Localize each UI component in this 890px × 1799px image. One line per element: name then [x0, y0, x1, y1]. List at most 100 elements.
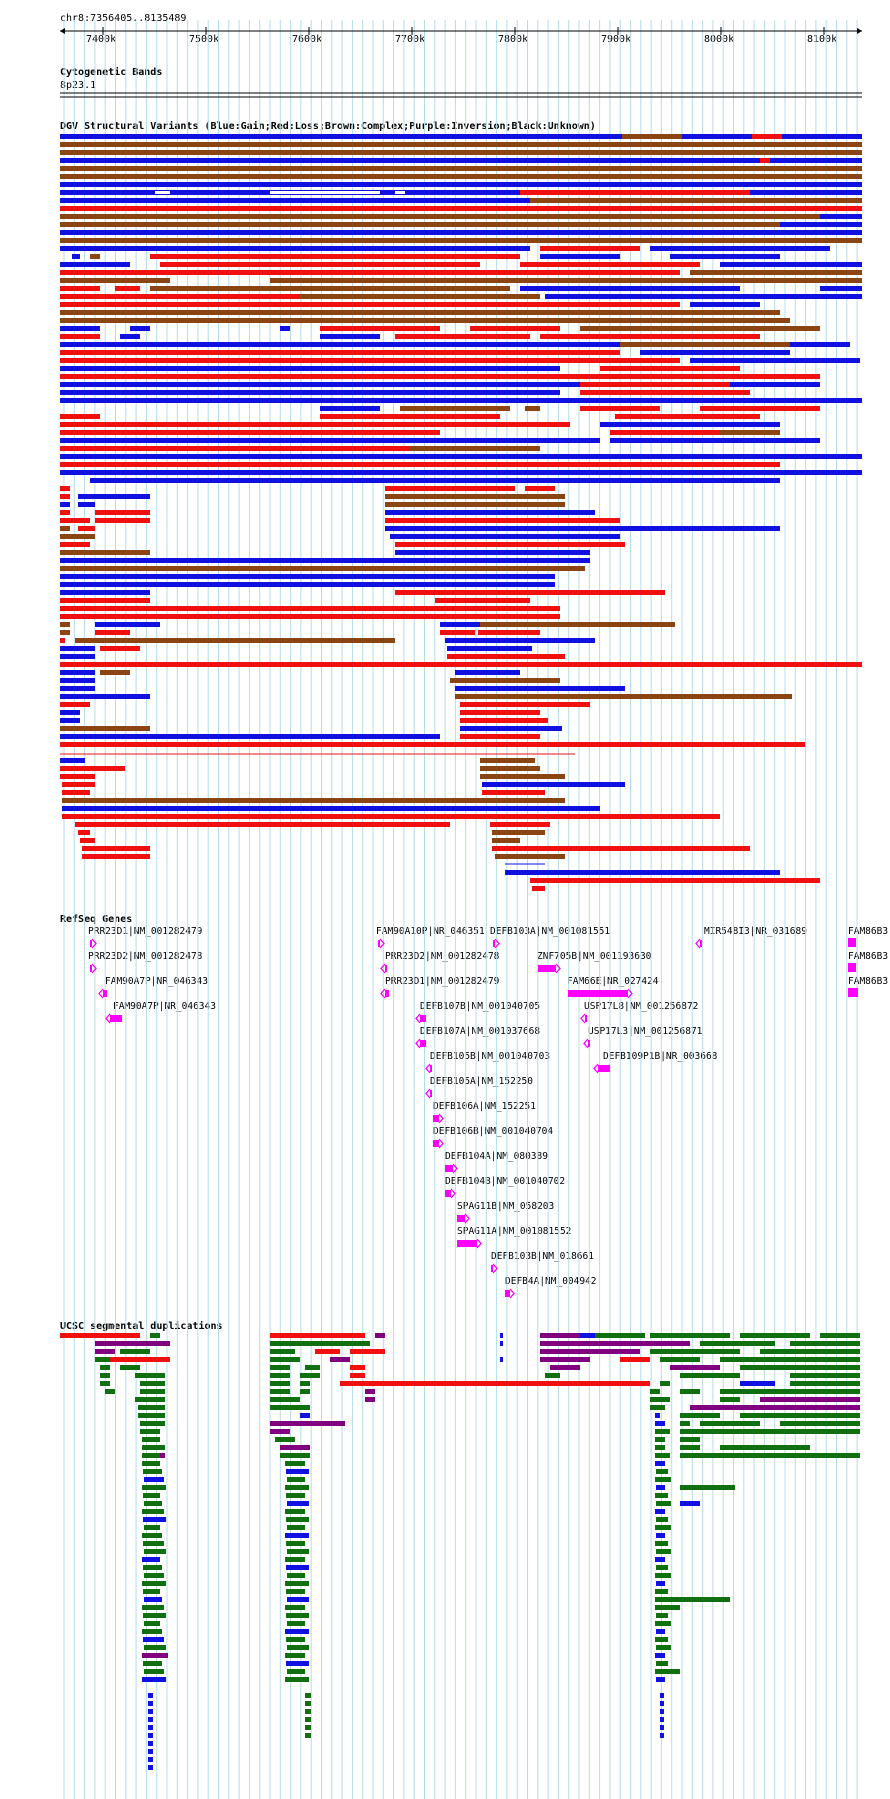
variant-bar	[60, 502, 70, 507]
gene-label[interactable]: DEFB104B|NM_001040702	[445, 1176, 566, 1187]
gene-label[interactable]: DEFB105A|NM_152250	[430, 1076, 533, 1087]
segdup-bar	[740, 1381, 775, 1386]
refseq-track-title[interactable]: RefSeq Genes	[60, 914, 133, 925]
segdup-bar	[287, 1573, 305, 1578]
variant-gap	[395, 191, 405, 194]
segdup-bar	[660, 1709, 664, 1714]
variant-bar	[432, 614, 530, 619]
segdup-bar	[656, 1565, 668, 1570]
segdup-bar	[350, 1365, 365, 1370]
segdup-bar	[655, 1421, 665, 1426]
segdup-bar	[680, 1501, 700, 1506]
variant-bar	[60, 710, 80, 715]
segdup-bar	[280, 1445, 310, 1450]
gene-label[interactable]: SPAG11A|NM_001081552	[457, 1226, 572, 1237]
gene-label[interactable]: PRR23D2|NM_001282478	[385, 951, 500, 962]
gene-glyph	[598, 1065, 610, 1072]
segdup-bar	[287, 1669, 305, 1674]
segdup-bar	[680, 1437, 700, 1442]
variant-bar	[650, 246, 830, 251]
gene-label[interactable]: DEFB107B|NM_001040705	[420, 1001, 541, 1012]
segdup-bar	[286, 1541, 305, 1546]
variant-bar	[60, 262, 130, 267]
gene-glyph	[430, 1090, 432, 1097]
segdup-bar	[720, 1397, 740, 1402]
gene-label[interactable]: DEFB105B|NM_001040703	[430, 1051, 551, 1062]
variant-bar	[320, 414, 500, 419]
variant-bar	[60, 278, 170, 283]
variant-bar	[60, 342, 850, 347]
gene-label[interactable]: DEFB103B|NM_018661	[491, 1251, 594, 1262]
segdup-bar	[580, 1333, 595, 1338]
segdup-bar	[655, 1637, 668, 1642]
segdup-bar	[285, 1557, 305, 1562]
segdup-bar	[287, 1597, 309, 1602]
segdup-bar	[780, 1421, 860, 1426]
gene-label[interactable]: PRR23D1|NM_001282479	[385, 976, 500, 987]
segdup-track-title[interactable]: UCSC segmental duplications	[60, 1321, 223, 1332]
variant-bar	[610, 430, 720, 435]
gene-glyph	[848, 988, 858, 997]
gene-label[interactable]: FAM90A10P|NR_046351	[376, 926, 485, 937]
gene-strand-arrow	[464, 1213, 470, 1224]
variant-bar	[60, 726, 150, 731]
segdup-bar	[95, 1341, 170, 1346]
gene-label[interactable]: USP17L3|NM_001256871	[588, 1026, 703, 1037]
segdup-bar	[144, 1621, 160, 1626]
variant-bar	[62, 790, 90, 795]
gene-glyph	[430, 1065, 432, 1072]
segdup-bar	[143, 1565, 162, 1570]
segdup-bar	[305, 1693, 311, 1698]
segdup-bar	[140, 1429, 160, 1434]
gene-label[interactable]: MIR548I3|NR_031689	[704, 926, 807, 937]
gene-label[interactable]: DEFB109P1B|NR_003668	[603, 1051, 718, 1062]
segdup-bar	[287, 1621, 305, 1626]
gene-label[interactable]: DEFB106A|NM_152251	[433, 1101, 536, 1112]
gene-strand-arrow	[425, 1088, 431, 1099]
variant-bar	[320, 326, 440, 331]
gene-label[interactable]: FAM86B3	[848, 951, 889, 962]
variant-bar	[435, 606, 535, 611]
gene-glyph	[585, 1015, 587, 1022]
variant-bar	[520, 262, 700, 267]
gene-label[interactable]: DEFB107A|NM_001037668	[420, 1026, 541, 1037]
gene-label[interactable]: DEFB103A|NM_001081551	[490, 926, 611, 937]
segdup-bar	[144, 1597, 162, 1602]
dgv-track-title[interactable]: DGV Structural Variants (Blue:Gain;Red:L…	[60, 121, 596, 132]
segdup-bar	[144, 1525, 160, 1530]
segdup-bar	[655, 1413, 660, 1418]
segdup-bar	[160, 1453, 165, 1458]
gene-label[interactable]: SPAG11B|NM_058203	[457, 1201, 555, 1212]
gene-label[interactable]: FAM86B3	[848, 926, 889, 937]
segdup-bar	[142, 1677, 166, 1682]
variant-bar	[615, 414, 760, 419]
segdup-bar	[286, 1661, 309, 1666]
gene-strand-arrow	[555, 963, 561, 974]
variant-bar	[60, 302, 680, 307]
variant-bar	[60, 758, 85, 763]
segdup-bar	[148, 1765, 153, 1770]
cytoband-track-title[interactable]: Cytogenetic Bands	[60, 67, 163, 78]
gene-label[interactable]: PRR23D2|NM_001282478	[88, 951, 203, 962]
gene-glyph	[445, 1165, 453, 1172]
gene-strand-arrow	[494, 938, 500, 949]
gene-label[interactable]: FAM86B3	[848, 976, 889, 987]
variant-bar	[680, 462, 780, 467]
gene-label[interactable]: FAM90A7P|NR_046343	[113, 1001, 216, 1012]
variant-bar	[150, 254, 520, 259]
gene-strand-arrow	[91, 938, 97, 949]
segdup-bar	[287, 1525, 305, 1530]
gene-strand-arrow	[98, 988, 104, 999]
segdup-bar	[286, 1589, 305, 1594]
segdup-bar	[650, 1389, 660, 1394]
gene-label[interactable]: DEFB106B|NM_001040704	[433, 1126, 554, 1137]
gene-label[interactable]: FAM66E|NR_027424	[567, 976, 659, 987]
gene-label[interactable]: PRR23D1|NM_001282479	[88, 926, 203, 937]
gene-label[interactable]: DEFB4A|NM_004942	[505, 1276, 597, 1287]
variant-bar	[492, 838, 520, 843]
segdup-bar	[365, 1397, 375, 1402]
variant-bar	[385, 518, 620, 523]
gene-label[interactable]: ZNF705B|NM_001193630	[537, 951, 652, 962]
variant-bar	[290, 382, 310, 387]
